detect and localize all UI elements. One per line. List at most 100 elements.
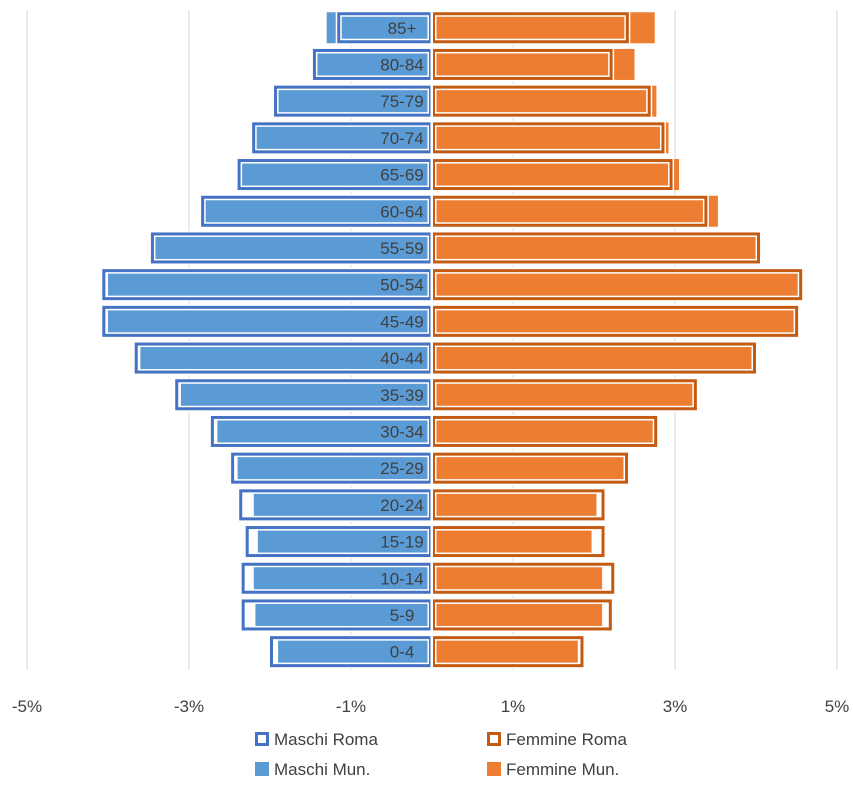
bar-maschi-mun--0-4 [278,636,432,668]
category-label: 0-4 [390,643,415,662]
bar-femmine-roma-50-54 [432,269,803,301]
category-label: 55-59 [380,239,423,258]
bar-femmine-mun--30-34 [432,415,658,447]
bar-femmine-mun--85+ [432,12,655,44]
bar-femmine-roma-70-74 [432,122,665,154]
category-label: 15-19 [380,533,423,552]
bar-femmine-mun--20-24 [432,489,597,521]
bar-femmine-mun--45-49 [432,305,795,337]
bar-maschi-mun--75-79 [278,85,432,117]
category-label: 5-9 [390,606,415,625]
bar-femmine-roma-65-69 [432,159,673,191]
bar-femmine-mun--75-79 [432,85,657,117]
bar-femmine-mun--35-39 [432,379,697,411]
category-label: 20-24 [380,496,423,515]
legend-label-maschi-roma: Maschi Roma [274,730,378,749]
bar-femmine-mun--55-59 [432,232,761,264]
bar-maschi-mun--30-34 [217,415,432,447]
bar-maschi-roma-60-64 [201,195,432,227]
bar-maschi-mun--45-49 [108,305,432,337]
bar-maschi-mun--25-29 [237,452,432,484]
bar-maschi-roma-5-9 [241,599,432,631]
bar-femmine-roma-45-49 [432,305,799,337]
x-tick-label: 3% [663,697,688,716]
bar-femmine-roma-75-79 [432,85,651,117]
bar-maschi-mun--5-9 [255,599,432,631]
x-tick-label: -1% [336,697,366,716]
category-label: 50-54 [380,276,423,295]
legend-swatch-femmine-roma [487,732,501,746]
bar-maschi-mun--10-14 [253,562,432,594]
bar-maschi-mun--60-64 [203,195,432,227]
bar-maschi-roma-20-24 [239,489,432,521]
bar-maschi-roma-15-19 [245,526,432,558]
category-label: 35-39 [380,386,423,405]
bar-femmine-mun--40-44 [432,342,756,374]
gridlines [26,10,838,670]
bar-femmine-roma-20-24 [432,489,605,521]
x-tick-label: -5% [12,697,42,716]
category-label: 10-14 [380,569,423,588]
bar-femmine-roma-85+ [432,12,629,44]
bar-femmine-roma-0-4 [432,636,584,668]
bar-femmine-mun--5-9 [432,599,603,631]
bar-femmine-roma-40-44 [432,342,756,374]
bar-femmine-roma-5-9 [432,599,612,631]
bar-femmine-mun--80-84 [432,48,635,80]
legend: Maschi Roma Femmine Roma Maschi Mun. Femmin… [255,730,627,779]
bar-femmine-roma-15-19 [432,526,605,558]
category-label: 45-49 [380,312,423,331]
bar-femmine-mun--10-14 [432,562,603,594]
bar-femmine-roma-60-64 [432,195,708,227]
bar-femmine-mun--15-19 [432,526,592,558]
bar-maschi-mun--35-39 [180,379,432,411]
bar-maschi-roma-55-59 [150,232,432,264]
bar-femmine-roma-30-34 [432,415,658,447]
bar-maschi-mun--70-74 [253,122,432,154]
bar-femmine-mun--60-64 [432,195,718,227]
category-label: 75-79 [380,92,423,111]
bar-maschi-mun--15-19 [257,526,432,558]
category-label: 40-44 [380,349,423,368]
bar-femmine-roma-25-29 [432,452,629,484]
legend-label-femmine-mun-: Femmine Mun. [506,760,619,779]
bar-femmine-roma-55-59 [432,232,761,264]
category-label: 80-84 [380,55,423,74]
category-labels: 0-4 5-9 10-14 15-19 20-24 25-29 30-34 35-39 40-4… [380,19,423,662]
bar-maschi-mun--20-24 [253,489,432,521]
category-label: 70-74 [380,129,423,148]
x-tick-label: 1% [501,697,526,716]
legend-swatch-maschi-roma [255,732,269,746]
bar-maschi-roma-50-54 [102,269,433,301]
legend-label-maschi-mun-: Maschi Mun. [274,760,370,779]
bar-maschi-mun--65-69 [239,159,432,191]
category-label: 25-29 [380,459,423,478]
legend-swatch-maschi-mun- [255,762,269,776]
bar-maschi-roma-65-69 [237,159,432,191]
bar-femmine-mun--0-4 [432,636,578,668]
legend-swatch-femmine-mun- [487,762,501,776]
bar-femmine-mun--65-69 [432,159,680,191]
x-tick-labels: -5% -3% -1% 1% 3% 5% [12,697,849,716]
bar-femmine-roma-35-39 [432,379,697,411]
category-label: 60-64 [380,202,423,221]
bar-femmine-roma-10-14 [432,562,615,594]
bar-femmine-mun--70-74 [432,122,669,154]
bar-femmine-roma-80-84 [432,48,613,80]
bar-maschi-mun--40-44 [140,342,432,374]
bars [100,10,804,669]
bar-maschi-mun--80-84 [316,48,432,80]
category-label: 65-69 [380,166,423,185]
bar-femmine-mun--50-54 [432,269,799,301]
x-tick-label: -3% [174,697,204,716]
legend-label-femmine-roma: Femmine Roma [506,730,627,749]
bar-femmine-mun--25-29 [432,452,625,484]
category-label: 30-34 [380,422,423,441]
bar-maschi-roma-25-29 [231,452,432,484]
bar-maschi-mun--85+ [326,12,432,44]
bar-maschi-mun--55-59 [152,232,433,264]
x-tick-label: 5% [825,697,850,716]
category-label: 85+ [388,19,417,38]
